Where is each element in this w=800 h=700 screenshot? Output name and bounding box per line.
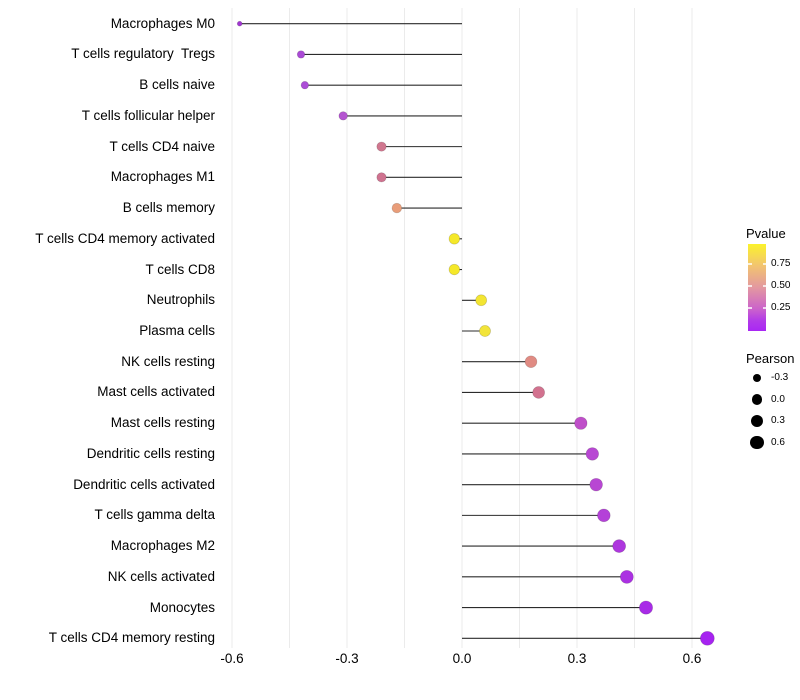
x-axis-tick-label: 0.0 <box>452 651 472 666</box>
data-point <box>391 202 403 214</box>
data-point <box>639 600 653 615</box>
y-axis-label: B cells naive <box>139 77 215 93</box>
y-axis-label: T cells gamma delta <box>94 507 215 523</box>
y-axis-label: Neutrophils <box>146 292 215 308</box>
y-axis-label: T cells follicular helper <box>81 107 215 123</box>
pvalue-bar-tick <box>748 285 752 287</box>
pvalue-bar-tick <box>748 307 752 309</box>
data-point <box>619 569 634 584</box>
data-point <box>338 111 348 121</box>
data-point <box>376 172 387 183</box>
y-axis-label: Dendritic cells resting <box>86 445 215 461</box>
data-point <box>612 539 626 553</box>
pvalue-tick-label: 0.25 <box>771 302 791 314</box>
pearson-legend-label: 0.6 <box>771 436 785 448</box>
x-axis-tick-label: 0.3 <box>567 651 587 666</box>
data-point <box>296 50 306 59</box>
data-point <box>448 263 461 276</box>
pearson-legend-dot <box>750 435 764 450</box>
pvalue-gradient-bar <box>748 244 766 331</box>
data-point <box>574 416 588 430</box>
y-axis-label: Mast cells resting <box>110 415 215 431</box>
y-axis-label: NK cells activated <box>107 568 215 584</box>
y-axis-label: NK cells resting <box>121 353 215 369</box>
data-point <box>376 141 387 152</box>
y-axis-label: T cells CD4 memory activated <box>35 230 215 246</box>
y-axis-label: Mast cells activated <box>97 384 215 400</box>
pearson-legend-dot <box>752 373 762 383</box>
pearson-legend-dot <box>751 394 763 405</box>
y-axis-label: T cells regulatory Tregs <box>71 46 215 62</box>
y-axis-label: Macrophages M1 <box>110 169 215 185</box>
y-axis-label: T cells CD4 naive <box>109 138 215 154</box>
x-axis-tick-label: -0.6 <box>220 651 244 666</box>
data-point <box>300 81 309 90</box>
pvalue-legend-title: Pvalue <box>746 226 786 241</box>
data-point <box>597 508 611 523</box>
data-point <box>589 477 603 492</box>
data-point <box>475 294 488 307</box>
x-axis-tick-label: 0.6 <box>682 651 702 666</box>
pearson-legend-dot <box>750 414 764 428</box>
data-point <box>448 233 461 245</box>
data-point <box>532 386 545 399</box>
pvalue-tick-label: 0.75 <box>771 258 791 269</box>
pearson-legend-label: 0.3 <box>771 415 785 426</box>
data-point <box>524 355 538 368</box>
pvalue-bar-tick <box>748 263 752 265</box>
y-axis-label: Macrophages M2 <box>110 538 215 554</box>
y-axis-label: Plasma cells <box>139 323 215 338</box>
pvalue-tick-label: 0.50 <box>771 280 791 292</box>
pearson-legend-label: 0.0 <box>771 393 785 405</box>
pearson-legend-title: Pearson <box>746 351 795 366</box>
data-point <box>479 325 491 337</box>
y-axis-label: T cells CD8 <box>145 261 215 277</box>
y-axis-label: Monocytes <box>149 599 215 615</box>
y-axis-label: T cells CD4 memory resting <box>48 630 215 646</box>
y-axis-label: B cells memory <box>122 200 215 216</box>
data-point <box>585 447 599 461</box>
y-axis-label: Dendritic cells activated <box>73 476 215 492</box>
y-axis-label: Macrophages M0 <box>110 15 215 31</box>
pvalue-bar-tick <box>762 263 766 265</box>
data-point <box>236 20 243 27</box>
x-axis-tick-label: -0.3 <box>335 651 359 666</box>
pvalue-bar-tick <box>762 307 766 309</box>
data-point <box>700 630 715 646</box>
pvalue-bar-tick <box>762 285 766 287</box>
pearson-legend-label: -0.3 <box>771 372 789 383</box>
